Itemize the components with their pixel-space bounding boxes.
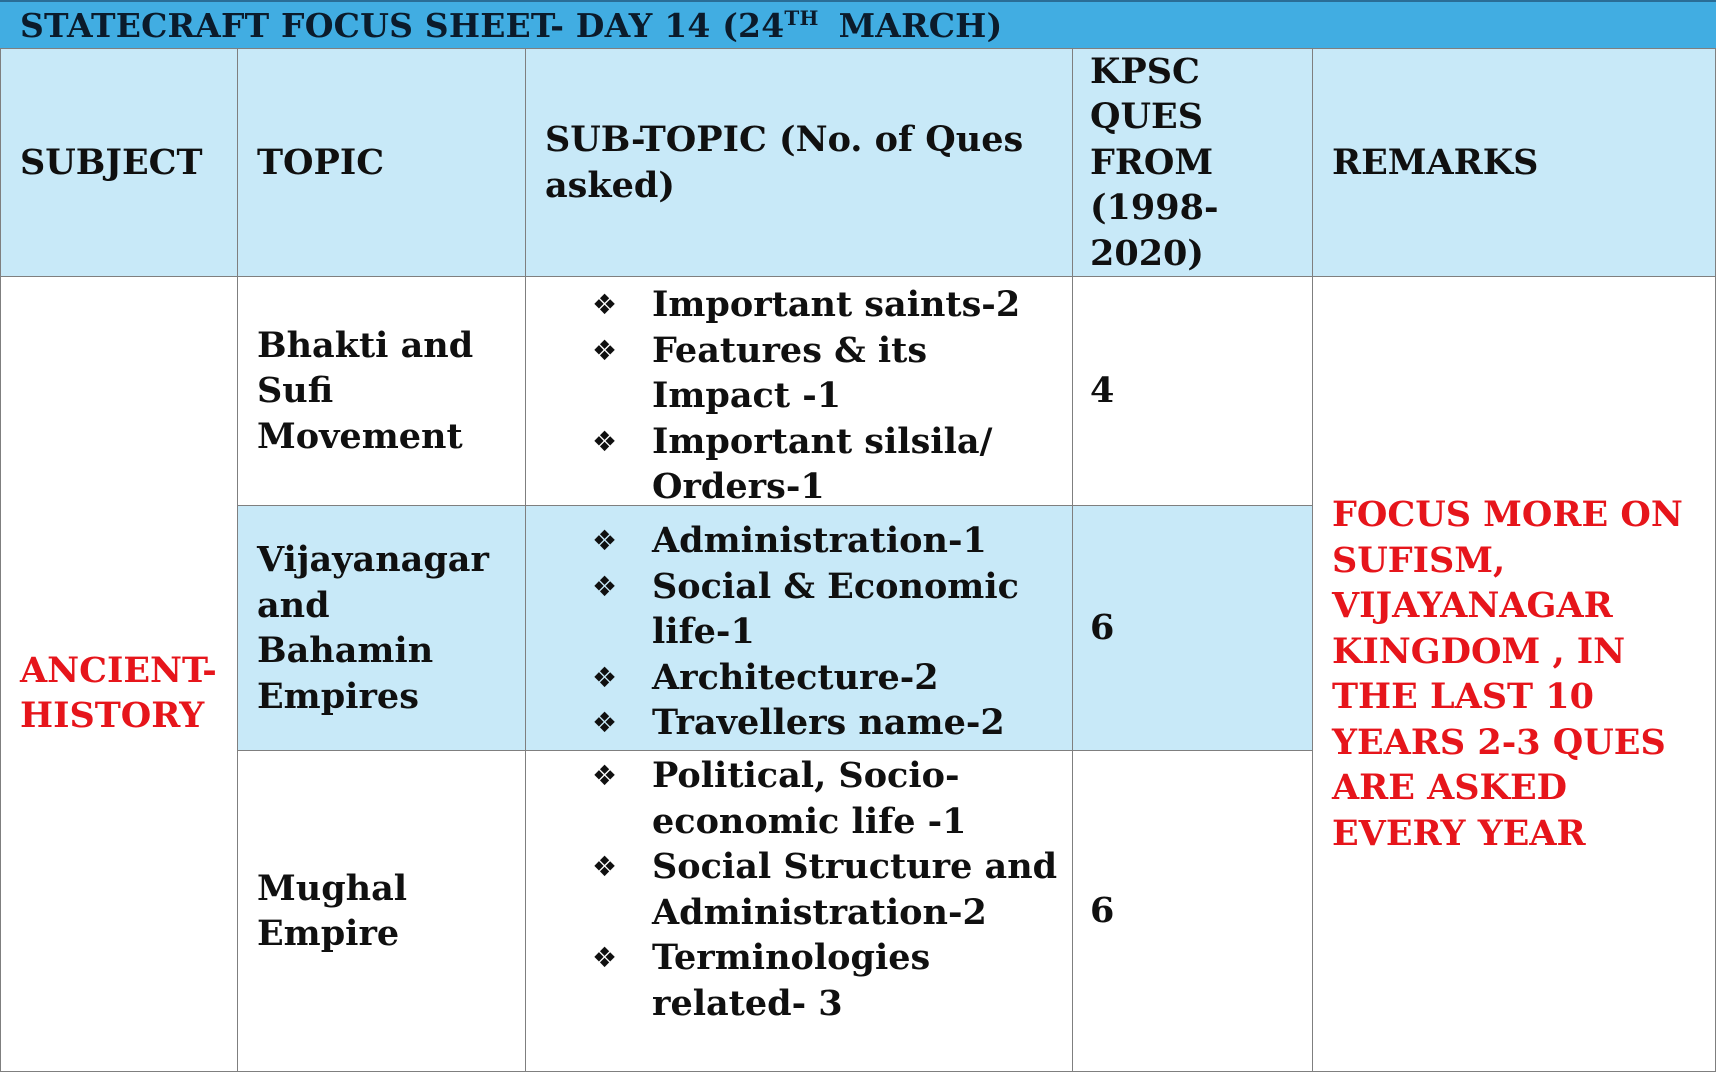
title-suffix: MARCH) bbox=[838, 6, 1003, 45]
subtopic-item: ❖ Terminologies related- 3 bbox=[526, 935, 1072, 1026]
header-kpsc-label: KPSC QUES FROM (1998-2020) bbox=[1090, 50, 1219, 274]
kpsc-cell-1: 4 bbox=[1072, 276, 1313, 506]
subtopic-item: ❖ Travellers name-2 bbox=[526, 700, 1072, 746]
title-bar: STATECRAFT FOCUS SHEET- DAY 14 (24TH MARC… bbox=[0, 0, 1716, 48]
subject-cell: ANCIENT-HISTORY bbox=[0, 276, 238, 1072]
subtopic-text: Important saints-2 bbox=[652, 284, 1021, 325]
header-remarks-label: REMARKS bbox=[1332, 141, 1539, 183]
header-subject-label: SUBJECT bbox=[20, 141, 203, 183]
subtopic-text: Political, Socio-economic life -1 bbox=[652, 755, 967, 842]
header-subtopic-label: SUB-TOPIC (No. of Ques asked) bbox=[545, 119, 1024, 206]
bullet-icon: ❖ bbox=[592, 941, 618, 974]
subtopic-text: Architecture-2 bbox=[652, 656, 939, 698]
topic-label: Bhakti and Sufi Movement bbox=[257, 324, 474, 457]
subtopic-item: ❖ Features & its Impact -1 bbox=[526, 328, 1072, 419]
subtopic-cell-2: ❖ Administration-1 ❖ Social & Economic lif… bbox=[525, 505, 1073, 751]
bullet-icon: ❖ bbox=[592, 524, 618, 557]
topic-cell-3: Mughal Empire bbox=[237, 750, 526, 1072]
subtopic-text: Social & Economic life-1 bbox=[652, 565, 1019, 653]
bullet-icon: ❖ bbox=[592, 424, 618, 458]
subtopic-list: ❖ Important saints-2 ❖ Features & its Impa… bbox=[526, 282, 1072, 510]
bullet-icon: ❖ bbox=[592, 660, 618, 694]
kpsc-count: 6 bbox=[1090, 607, 1115, 649]
topic-cell-1: Bhakti and Sufi Movement bbox=[237, 276, 526, 506]
header-subject: SUBJECT bbox=[0, 48, 238, 277]
header-subtopic: SUB-TOPIC (No. of Ques asked) bbox=[525, 48, 1073, 277]
subtopic-text: Features & its Impact -1 bbox=[652, 329, 928, 417]
header-topic-label: TOPIC bbox=[257, 141, 385, 183]
topic-cell-2: Vijayanagar and Bahamin Empires bbox=[237, 505, 526, 751]
bullet-icon: ❖ bbox=[592, 569, 618, 603]
bullet-icon: ❖ bbox=[592, 706, 618, 739]
header-remarks: REMARKS bbox=[1312, 48, 1716, 277]
kpsc-count: 6 bbox=[1090, 890, 1115, 932]
subtopic-item: ❖ Administration-1 bbox=[526, 518, 1072, 564]
header-kpsc: KPSC QUES FROM (1998-2020) bbox=[1072, 48, 1313, 277]
subtopic-text: Terminologies related- 3 bbox=[652, 937, 931, 1024]
subtopic-item: ❖ Social & Economic life-1 bbox=[526, 564, 1072, 655]
subtopic-cell-3: ❖ Political, Socio-economic life -1 ❖ Soci… bbox=[525, 750, 1073, 1072]
header-topic: TOPIC bbox=[237, 48, 526, 277]
kpsc-count: 4 bbox=[1090, 370, 1115, 412]
subtopic-list: ❖ Political, Socio-economic life -1 ❖ Soci… bbox=[526, 753, 1072, 1026]
subtopic-cell-1: ❖ Important saints-2 ❖ Features & its Impa… bbox=[525, 276, 1073, 507]
remarks-text: FOCUS MORE ON SUFISM, VIJAYANAGAR KINGDO… bbox=[1332, 494, 1683, 854]
subtopic-text: Travellers name-2 bbox=[652, 702, 1005, 743]
bullet-icon: ❖ bbox=[592, 333, 618, 367]
kpsc-cell-2: 6 bbox=[1072, 505, 1313, 751]
subtopic-list: ❖ Administration-1 ❖ Social & Economic lif… bbox=[526, 518, 1072, 746]
remarks-cell: FOCUS MORE ON SUFISM, VIJAYANAGAR KINGDO… bbox=[1312, 276, 1716, 1072]
title-prefix: STATECRAFT FOCUS SHEET- DAY 14 (24 bbox=[20, 6, 785, 45]
subtopic-item: ❖ Important saints-2 bbox=[526, 282, 1072, 328]
title-superscript: TH bbox=[784, 6, 819, 30]
subtopic-item: ❖ Important silsila/ Orders-1 bbox=[526, 419, 1072, 510]
sheet-title: STATECRAFT FOCUS SHEET- DAY 14 (24TH MARC… bbox=[20, 6, 1002, 45]
topic-label: Mughal Empire bbox=[257, 867, 408, 955]
subtopic-text: Important silsila/ Orders-1 bbox=[652, 420, 993, 508]
bullet-icon: ❖ bbox=[592, 759, 618, 792]
bullet-icon: ❖ bbox=[592, 850, 618, 883]
subtopic-item: ❖ Architecture-2 bbox=[526, 655, 1072, 701]
subtopic-item: ❖ Social Structure and Administration-2 bbox=[526, 844, 1072, 935]
kpsc-cell-3: 6 bbox=[1072, 750, 1313, 1072]
subtopic-text: Social Structure and Administration-2 bbox=[652, 846, 1058, 933]
subtopic-text: Administration-1 bbox=[652, 520, 987, 561]
subtopic-item: ❖ Political, Socio-economic life -1 bbox=[526, 753, 1072, 844]
subject-label: ANCIENT-HISTORY bbox=[20, 649, 217, 737]
topic-label: Vijayanagar and Bahamin Empires bbox=[257, 539, 489, 717]
bullet-icon: ❖ bbox=[592, 288, 618, 321]
